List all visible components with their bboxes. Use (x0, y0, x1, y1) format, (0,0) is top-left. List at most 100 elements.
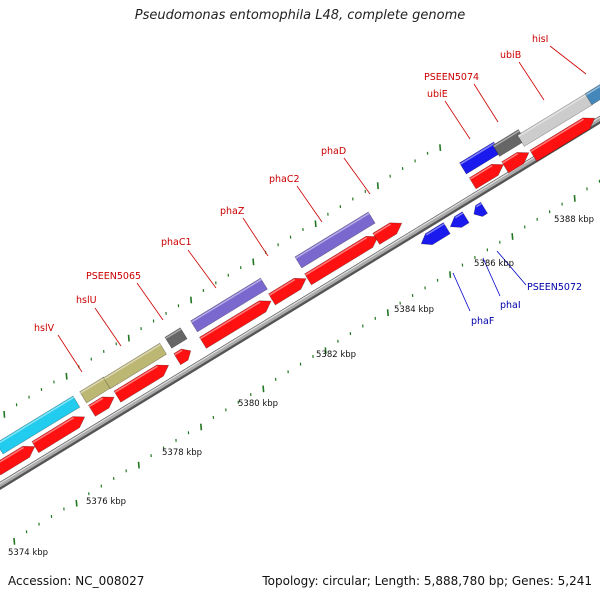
feature-hisI-cds-shine (585, 85, 600, 96)
leader-PSEEN5072 (496, 250, 527, 286)
feature-ubiE-cds-shine (459, 142, 495, 165)
feature-ubiE-gene (468, 163, 504, 190)
gene-label-hisI: hisI (532, 34, 548, 45)
feature-phaC1-gene (199, 300, 272, 349)
gene-label-phaC1: phaC1 (161, 237, 192, 248)
gene-label-ubiB: ubiB (500, 50, 521, 61)
feature-phaC2-gene (304, 235, 379, 286)
leader-phaZ (242, 217, 269, 257)
feature-hslU-cds-b (103, 342, 167, 390)
gene-label-phaI: phaI (500, 300, 521, 311)
scale-label-6: 5386 kbp (474, 259, 514, 269)
leader-PSEEN5074 (473, 83, 499, 123)
feature-phaC1-gene-shine (199, 301, 261, 340)
scale-label-1: 5376 kbp (86, 497, 126, 507)
leader-ubiB (518, 61, 545, 101)
feature-phaC1-cds-shine (191, 278, 262, 323)
leader-ubiE (444, 100, 471, 140)
upper-scale-tick (3, 410, 6, 418)
feature-PSEEN5065-cds-shine (165, 328, 182, 340)
gene-label-PSEEN5074: PSEEN5074 (424, 72, 479, 83)
feature-hslV-cds (0, 395, 81, 455)
gene-label-hslV: hslV (34, 323, 55, 334)
feature-PSEEN5074-gene-shine (502, 152, 519, 164)
scale-label-2: 5378 kbp (162, 448, 202, 458)
backbone-highlight (0, 116, 600, 485)
leader-phaF (452, 272, 471, 312)
feature-PSEEN5074-gene (501, 152, 530, 174)
scale-label-3: 5380 kbp (238, 399, 278, 409)
feature-hslV-gene (0, 445, 36, 476)
feature-PSEEN5072-gene-shine (476, 202, 482, 208)
feature-phaF-gene (420, 222, 451, 246)
gene-label-PSEEN5072: PSEEN5072 (527, 282, 582, 293)
leader-hisI (549, 45, 587, 75)
lower-scale-tick (75, 499, 78, 507)
feature-PSEEN5074-cds-shine (493, 130, 520, 148)
feature-phaZ-gene (268, 277, 307, 306)
upper-scale-tick (127, 334, 130, 342)
scale-labels: 5374 kbp 5376 kbp 5378 kbp 5380 kbp 5382 kbp… (8, 215, 594, 558)
feature-phaI-gene (449, 211, 470, 228)
genome-summary-text: Topology: circular; Length: 5,888,780 bp… (262, 574, 592, 588)
feature-hslU-gene-c-shine (114, 365, 158, 394)
lower-scale-tick (200, 423, 203, 431)
feature-ubiB-gene (529, 117, 596, 162)
feature-PSEEN5065-gene (173, 348, 192, 366)
backbone-bar (0, 116, 600, 488)
feature-PSEEN5072-gene (473, 201, 488, 217)
lower-scale-tick (573, 194, 576, 202)
scale-label-0: 5374 kbp (8, 548, 48, 558)
genome-backbone (0, 115, 600, 490)
leader-hslU (94, 307, 122, 347)
lower-scale-tick (137, 461, 140, 469)
feature-hslU-gene-a (31, 416, 86, 454)
gene-label-phaF: phaF (471, 316, 494, 327)
scale-label-7: 5388 kbp (554, 215, 594, 225)
leader-phaC1 (187, 249, 217, 289)
lower-scale-tick (324, 347, 327, 355)
upper-scale-tick (252, 258, 255, 266)
gene-label-phaZ: phaZ (220, 206, 245, 217)
feature-hslU-gene-b-shine (88, 397, 104, 408)
lower-scale-tick (13, 537, 16, 545)
feature-PSEEN5065-cds (164, 327, 188, 349)
feature-hslV-cds-shine (0, 396, 75, 444)
feature-hslU-gene-a-shine (32, 417, 74, 444)
feature-phaI-gene-shine (455, 212, 464, 219)
feature-ubiB-cds-shine (517, 94, 587, 138)
feature-ubiE-gene-shine (469, 164, 493, 180)
feature-phaC2-cds-shine (295, 212, 370, 259)
feature-hisI-cds (584, 84, 600, 106)
feature-hslU-cds-a-shine (80, 377, 105, 394)
leader-phaD (343, 157, 371, 195)
feature-hslU-gene-b (88, 396, 115, 417)
feature-ubiB-cds (517, 93, 593, 147)
upper-scale-tick (376, 182, 379, 190)
feature-hslU-gene-c (113, 364, 170, 403)
feature-phaF-gene-shine (425, 223, 445, 236)
scale-label-5: 5384 kbp (394, 305, 434, 315)
feature-PSEEN5065-gene-shine (174, 349, 183, 356)
gene-label-phaC2: phaC2 (269, 174, 300, 185)
leader-phaI (482, 257, 501, 297)
lower-scale-tick (262, 385, 265, 393)
feature-phaC2-gene-shine (305, 236, 368, 276)
lower-scale-tick (386, 309, 389, 317)
gene-label-ubiE: ubiE (427, 89, 448, 100)
leader-phaC2 (296, 185, 323, 223)
gene-features (0, 84, 600, 476)
leader-hslV (57, 334, 83, 373)
lower-scale-tick (511, 233, 514, 240)
feature-phaC2-cds (294, 211, 376, 269)
label-leader-lines (57, 45, 587, 373)
map-title: Pseudomonas entomophila L48, complete ge… (134, 8, 466, 23)
gene-label-PSEEN5065: PSEEN5065 (86, 271, 141, 282)
gene-label-phaD: phaD (321, 146, 346, 157)
upper-scale-tick (439, 144, 442, 151)
scale-ticks (3, 144, 600, 545)
accession-text: Accession: NC_008027 (8, 574, 145, 588)
feature-hslV-gene-shine (0, 446, 24, 463)
upper-scale-tick (190, 296, 193, 304)
